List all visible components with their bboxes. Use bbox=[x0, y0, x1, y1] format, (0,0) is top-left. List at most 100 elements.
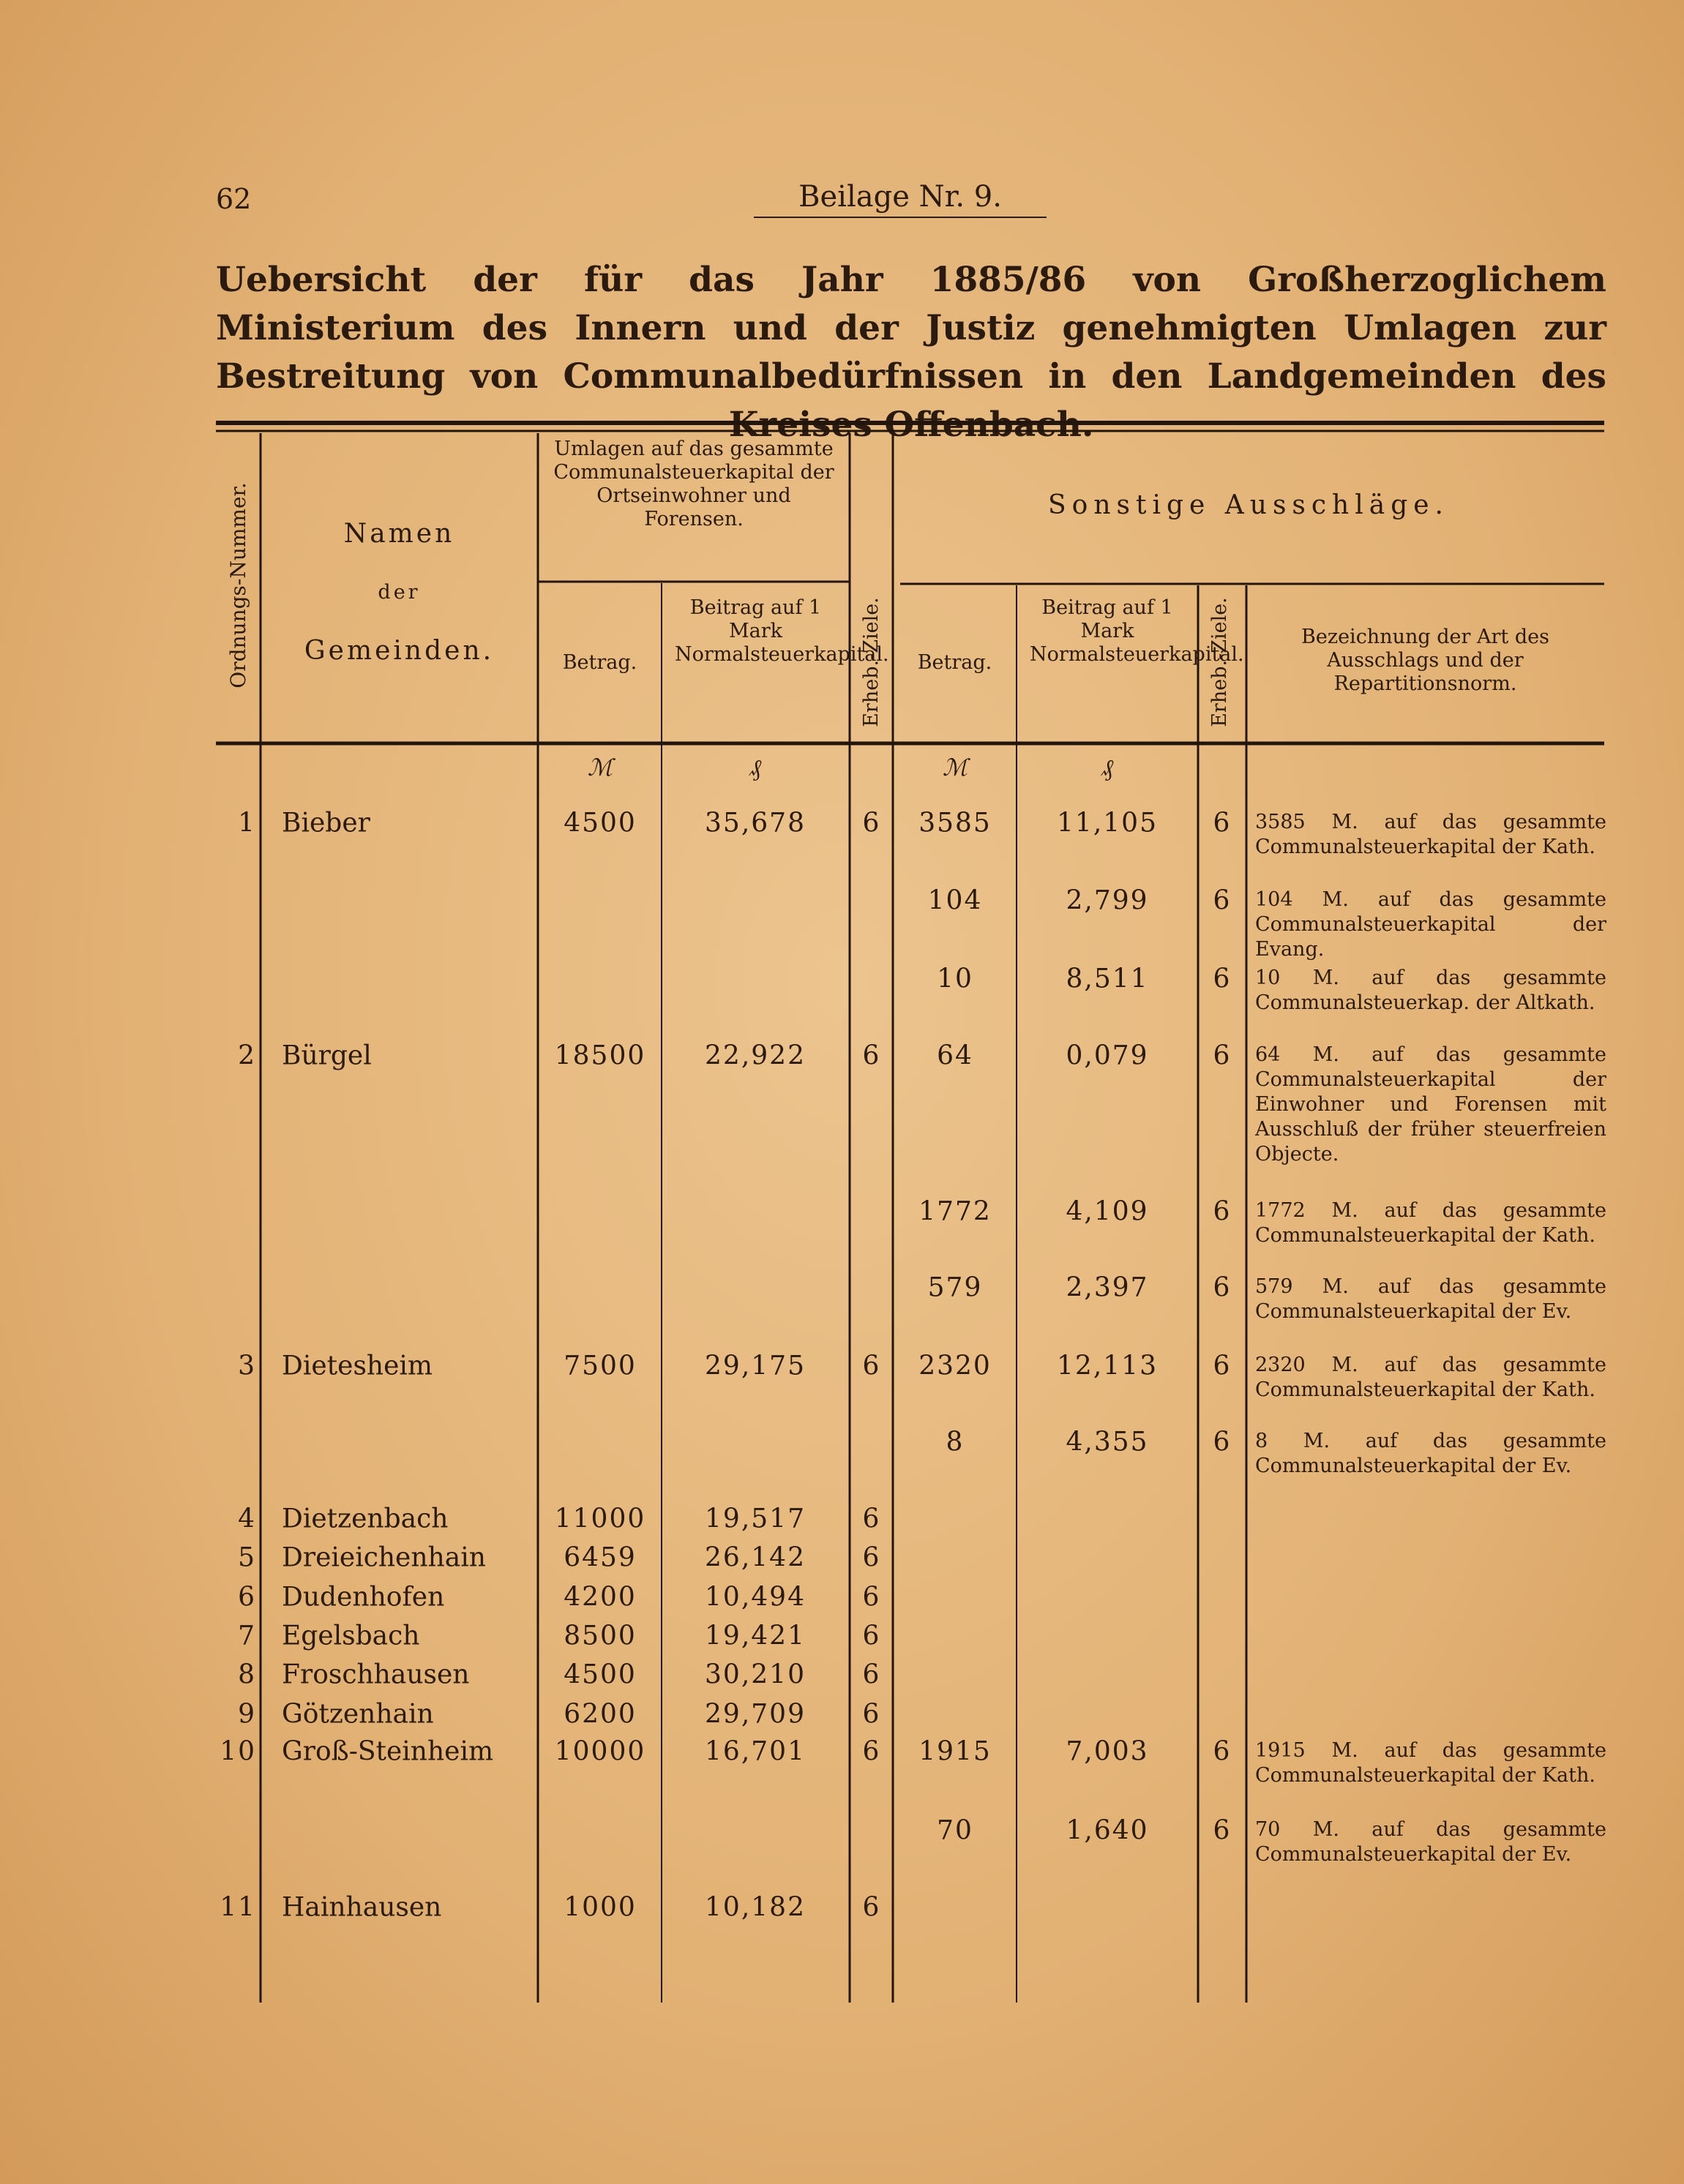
community-name: Dietzenbach bbox=[282, 1504, 449, 1534]
row-number: 10 bbox=[220, 1736, 256, 1767]
row-number: 4 bbox=[238, 1504, 256, 1534]
sonst-ziele: 6 bbox=[1213, 885, 1232, 916]
betrag: 4200 bbox=[564, 1582, 637, 1613]
sub-header: Betrag. bbox=[917, 651, 992, 674]
beitrag: 29,709 bbox=[705, 1699, 806, 1730]
sonst-beitrag: 8,511 bbox=[1066, 964, 1149, 994]
beitrag: 22,922 bbox=[705, 1040, 806, 1071]
betrag: 6459 bbox=[564, 1542, 637, 1573]
sonst-beitrag: 2,397 bbox=[1066, 1272, 1149, 1303]
heading: Uebersicht der für das Jahr 1885/86 von … bbox=[216, 260, 1606, 445]
beitrag: 19,517 bbox=[705, 1504, 806, 1534]
row-number: 1 bbox=[238, 808, 256, 838]
row-number: 8 bbox=[238, 1659, 256, 1690]
sonst-beitrag: 7,003 bbox=[1066, 1736, 1149, 1767]
sonst-ziele: 6 bbox=[1213, 1815, 1232, 1846]
community-name: Dudenhofen bbox=[282, 1582, 445, 1613]
unit-label: ℳ bbox=[942, 754, 968, 781]
sub-header: Erheb.-Ziele. bbox=[1208, 597, 1231, 727]
community-name: Bürgel bbox=[282, 1040, 372, 1071]
description: 10 M. auf das gesammte Communalsteuerkap… bbox=[1255, 967, 1606, 1014]
group-umlagen: Umlagen auf das gesammte Communalsteuerk… bbox=[553, 438, 834, 530]
page-title: Beilage Nr. 9. bbox=[754, 180, 1047, 218]
unit-label: ℳ bbox=[587, 754, 613, 781]
community-name: Hainhausen bbox=[282, 1892, 442, 1923]
betrag: 4500 bbox=[564, 1659, 637, 1690]
sonst-ziele: 6 bbox=[1213, 1351, 1232, 1381]
sonst-betrag: 70 bbox=[937, 1815, 973, 1846]
sonst-betrag: 1772 bbox=[918, 1196, 992, 1227]
sonst-beitrag: 12,113 bbox=[1057, 1351, 1158, 1381]
description: 104 M. auf das gesammte Communalsteuerka… bbox=[1255, 888, 1606, 961]
beitrag: 29,175 bbox=[705, 1351, 806, 1381]
betrag: 1000 bbox=[564, 1892, 637, 1923]
group-sonstige: Sonstige Ausschläge. bbox=[1047, 490, 1450, 520]
betrag: 10000 bbox=[554, 1736, 646, 1767]
sonst-ziele: 6 bbox=[1213, 1040, 1232, 1071]
sub-header: Beitrag auf 1 Mark Normalsteuerkapital. bbox=[1030, 596, 1244, 666]
betrag: 4500 bbox=[564, 808, 637, 838]
erheb-ziele: 6 bbox=[862, 808, 881, 838]
description: 64 M. auf das gesammte Communalsteuerkap… bbox=[1255, 1043, 1606, 1166]
sonst-ziele: 6 bbox=[1213, 1736, 1232, 1767]
sonst-beitrag: 0,079 bbox=[1066, 1040, 1149, 1071]
col-name-line: der bbox=[378, 581, 421, 604]
unit-label: ₰ bbox=[749, 754, 761, 781]
description: 1772 M. auf das gesammte Communalsteuerk… bbox=[1255, 1199, 1606, 1247]
erheb-ziele: 6 bbox=[862, 1582, 881, 1613]
sonst-betrag: 10 bbox=[937, 964, 973, 994]
betrag: 18500 bbox=[554, 1040, 646, 1071]
sub-header: Betrag. bbox=[562, 651, 637, 674]
col-name-line: Namen bbox=[343, 519, 455, 549]
community-name: Dietesheim bbox=[282, 1351, 433, 1381]
row-number: 7 bbox=[238, 1621, 256, 1651]
erheb-ziele: 6 bbox=[862, 1504, 881, 1534]
sonst-betrag: 2320 bbox=[918, 1351, 992, 1381]
sonst-ziele: 6 bbox=[1213, 1272, 1232, 1303]
sonst-betrag: 579 bbox=[927, 1272, 983, 1303]
beitrag: 30,210 bbox=[705, 1659, 806, 1690]
sonst-beitrag: 1,640 bbox=[1066, 1815, 1149, 1846]
community-name: Froschhausen bbox=[282, 1659, 470, 1690]
col-number: Ordnungs-Nummer. bbox=[226, 482, 250, 688]
sub-header: Beitrag auf 1 Mark Normalsteuerkapital. bbox=[675, 596, 889, 666]
sonst-ziele: 6 bbox=[1213, 1427, 1232, 1457]
community-name: Egelsbach bbox=[282, 1621, 420, 1651]
row-number: 5 bbox=[238, 1542, 256, 1573]
erheb-ziele: 6 bbox=[862, 1040, 881, 1071]
community-name: Götzenhain bbox=[282, 1699, 434, 1730]
unit-label: ₰ bbox=[1101, 754, 1113, 781]
sonst-beitrag: 4,355 bbox=[1066, 1427, 1149, 1457]
description: 1915 M. auf das gesammte Communalsteuerk… bbox=[1255, 1739, 1606, 1787]
row-number: 6 bbox=[238, 1582, 256, 1613]
sonst-betrag: 3585 bbox=[918, 808, 992, 838]
beitrag: 16,701 bbox=[705, 1736, 806, 1767]
sonst-betrag: 8 bbox=[946, 1427, 965, 1457]
sonst-betrag: 104 bbox=[927, 885, 983, 916]
description: 70 M. auf das gesammte Communalsteuerkap… bbox=[1255, 1818, 1606, 1866]
erheb-ziele: 6 bbox=[862, 1699, 881, 1730]
description: 2320 M. auf das gesammte Communalsteuerk… bbox=[1255, 1354, 1606, 1401]
beitrag: 26,142 bbox=[705, 1542, 806, 1573]
community-name: Groß-Steinheim bbox=[282, 1736, 494, 1767]
community-name: Dreieichenhain bbox=[282, 1542, 486, 1573]
sonst-ziele: 6 bbox=[1213, 964, 1232, 994]
col-name-line: Gemeinden. bbox=[304, 636, 495, 666]
description: 3585 M. auf das gesammte Communalsteuerk… bbox=[1255, 811, 1606, 858]
description: 8 M. auf das gesammte Communalsteuerkapi… bbox=[1255, 1430, 1606, 1477]
betrag: 8500 bbox=[564, 1621, 637, 1651]
betrag: 6200 bbox=[564, 1699, 637, 1730]
row-number: 11 bbox=[220, 1892, 256, 1923]
description: 579 M. auf das gesammte Communalsteuerka… bbox=[1255, 1275, 1606, 1323]
sonst-betrag: 1915 bbox=[918, 1736, 992, 1767]
row-number: 2 bbox=[238, 1040, 256, 1071]
sonst-beitrag: 4,109 bbox=[1066, 1196, 1149, 1227]
beitrag: 10,494 bbox=[705, 1582, 806, 1613]
sub-header: Bezeichnung der Art des Ausschlags und d… bbox=[1301, 626, 1549, 695]
beitrag: 35,678 bbox=[705, 808, 806, 838]
beitrag: 19,421 bbox=[705, 1621, 806, 1651]
erheb-ziele: 6 bbox=[862, 1659, 881, 1690]
betrag: 11000 bbox=[554, 1504, 646, 1534]
sub-header: Erheb.-Ziele. bbox=[860, 597, 883, 727]
sonst-beitrag: 2,799 bbox=[1066, 885, 1149, 916]
